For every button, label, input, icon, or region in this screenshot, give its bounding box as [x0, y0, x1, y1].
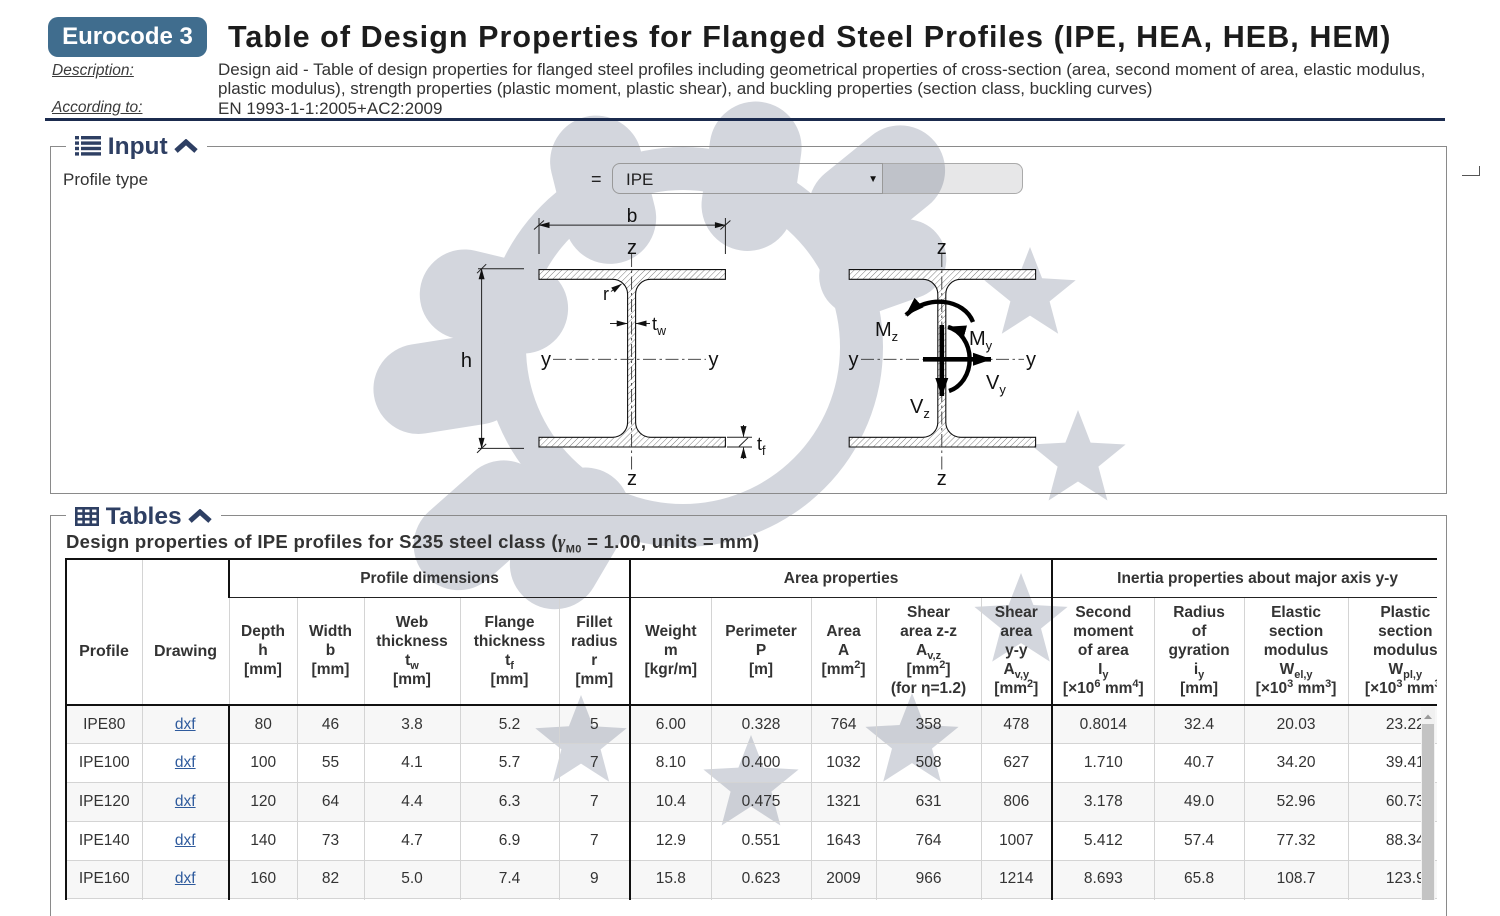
svg-text:Vy: Vy [986, 372, 1006, 397]
svg-text:z: z [627, 237, 637, 259]
svg-text:z: z [937, 237, 947, 259]
svg-text:r: r [603, 284, 609, 304]
svg-text:tw: tw [652, 314, 667, 338]
svg-text:b: b [627, 206, 638, 227]
svg-text:z: z [627, 468, 637, 490]
svg-text:Vz: Vz [910, 396, 930, 421]
svg-text:Mz: Mz [875, 319, 898, 344]
svg-text:y: y [1026, 349, 1036, 371]
svg-text:y: y [709, 349, 719, 371]
svg-text:My: My [969, 328, 993, 353]
svg-text:tf: tf [757, 434, 766, 458]
svg-text:z: z [937, 468, 947, 490]
svg-text:h: h [461, 350, 472, 372]
svg-text:y: y [541, 349, 551, 371]
svg-text:y: y [849, 349, 859, 371]
